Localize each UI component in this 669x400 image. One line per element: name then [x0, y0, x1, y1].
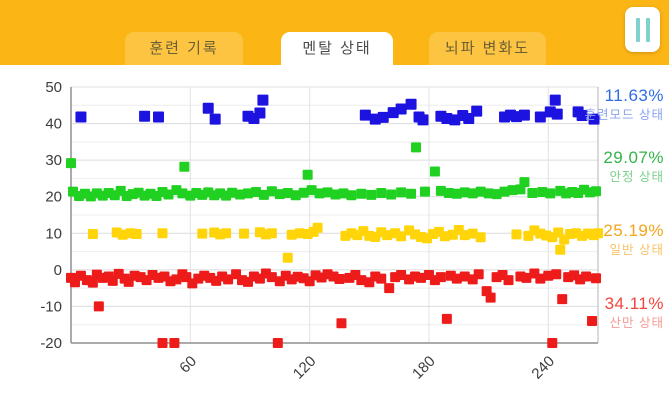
pause-icon — [645, 17, 650, 42]
tab-training-record[interactable]: 훈련 기록 — [125, 32, 243, 65]
svg-text:10: 10 — [45, 225, 62, 242]
tab-mental-state[interactable]: 멘탈 상태 — [281, 32, 393, 65]
svg-text:120: 120 — [290, 353, 320, 383]
legend-normal-percent: 25.19% — [603, 221, 664, 240]
legend-distracted-percent: 34.11% — [604, 294, 664, 313]
svg-text:40: 40 — [45, 116, 62, 133]
pause-button[interactable] — [625, 7, 660, 52]
header-bar: 훈련 기록 멘탈 상태 뇌파 변화도 — [0, 0, 669, 65]
svg-text:20: 20 — [45, 189, 62, 206]
legend-normal: 25.19% 일반 상태 — [534, 221, 664, 258]
svg-text:-10: -10 — [40, 298, 62, 315]
legend-stable-percent: 29.07% — [603, 148, 664, 167]
svg-text:180: 180 — [409, 353, 439, 383]
svg-text:-20: -20 — [40, 335, 62, 352]
legend-stable-label: 안정 상태 — [609, 170, 664, 184]
svg-text:240: 240 — [528, 353, 558, 383]
svg-text:0: 0 — [54, 262, 62, 279]
svg-text:50: 50 — [45, 79, 62, 96]
svg-text:30: 30 — [45, 152, 62, 169]
pause-icon — [635, 17, 640, 42]
legend-stable: 29.07% 안정 상태 — [534, 148, 664, 185]
svg-text:60: 60 — [176, 353, 200, 377]
legend-distracted-label: 산만 상태 — [609, 316, 664, 330]
tab-eeg-change[interactable]: 뇌파 변화도 — [429, 32, 546, 65]
legend-normal-label: 일반 상태 — [609, 243, 664, 257]
legend-training-mode: 11.63% 훈련모드 상태 — [534, 86, 664, 123]
legend-training-mode-label: 훈련모드 상태 — [584, 108, 664, 122]
legend-distracted: 34.11% 산만 상태 — [534, 294, 664, 331]
legend-training-mode-percent: 11.63% — [604, 86, 664, 105]
